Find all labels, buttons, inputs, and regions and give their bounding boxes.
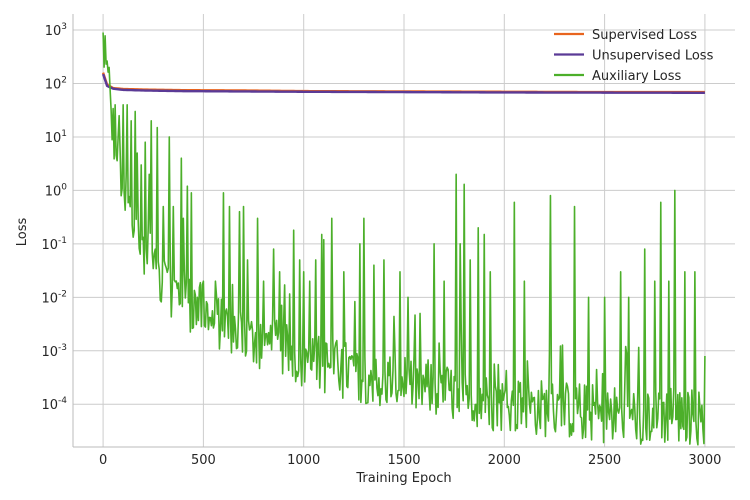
y-tick-label: 10-2 xyxy=(41,289,67,306)
legend-label-1: Unsupervised Loss xyxy=(592,49,714,64)
x-axis-label: Training Epoch xyxy=(355,471,451,486)
x-tick-label: 1000 xyxy=(287,453,320,468)
x-tick-label: 3000 xyxy=(688,453,721,468)
x-tick-label: 2500 xyxy=(588,453,621,468)
y-axis-label: Loss xyxy=(15,218,30,247)
legend-label-0: Supervised Loss xyxy=(592,28,697,43)
y-tick-label: 10-1 xyxy=(41,236,67,253)
series-line-1 xyxy=(101,73,705,94)
y-tick-label: 102 xyxy=(45,75,67,92)
series-lines xyxy=(101,32,706,446)
y-tick-label: 100 xyxy=(45,182,68,199)
series-line-2 xyxy=(102,32,706,446)
legend: Supervised Loss Unsupervised Loss Auxiliar… xyxy=(554,28,714,84)
x-tick-label: 0 xyxy=(99,453,107,468)
tick-labels: 0 500 1000 1500 2000 2500 3000 10-4 10-3 10-2 10-1… xyxy=(41,22,721,468)
axes xyxy=(72,14,735,448)
y-tick-label: 101 xyxy=(45,129,67,146)
x-tick-label: 2000 xyxy=(488,453,521,468)
legend-label-2: Auxiliary Loss xyxy=(592,69,682,84)
y-tick-label: 103 xyxy=(45,22,67,39)
y-tick-label: 10-3 xyxy=(41,343,67,360)
x-tick-label: 500 xyxy=(191,453,216,468)
x-tick-label: 1500 xyxy=(387,453,420,468)
y-tick-label: 10-4 xyxy=(41,396,67,413)
